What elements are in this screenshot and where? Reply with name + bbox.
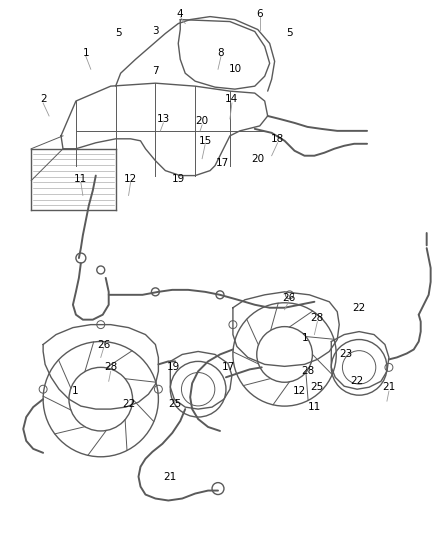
Text: 11: 11 bbox=[74, 174, 88, 183]
Text: 25: 25 bbox=[311, 382, 324, 392]
Text: 21: 21 bbox=[164, 472, 177, 482]
Text: 7: 7 bbox=[152, 66, 159, 76]
Text: 12: 12 bbox=[293, 386, 306, 396]
Text: 1: 1 bbox=[71, 386, 78, 396]
Text: 22: 22 bbox=[350, 376, 364, 386]
Text: 20: 20 bbox=[195, 116, 208, 126]
Text: 13: 13 bbox=[157, 114, 170, 124]
Text: 17: 17 bbox=[215, 158, 229, 168]
Text: 28: 28 bbox=[311, 313, 324, 322]
Text: 1: 1 bbox=[302, 333, 309, 343]
Text: 1: 1 bbox=[82, 49, 89, 58]
Text: 15: 15 bbox=[198, 136, 212, 146]
Text: 8: 8 bbox=[218, 49, 224, 58]
Text: 28: 28 bbox=[301, 366, 314, 376]
Text: 19: 19 bbox=[172, 174, 185, 183]
Text: 11: 11 bbox=[308, 402, 321, 412]
Text: 26: 26 bbox=[282, 293, 295, 303]
Text: 17: 17 bbox=[221, 362, 235, 373]
Text: 14: 14 bbox=[225, 94, 239, 104]
Text: 20: 20 bbox=[251, 154, 264, 164]
Text: 10: 10 bbox=[228, 64, 241, 74]
Text: 28: 28 bbox=[104, 362, 117, 373]
Text: 22: 22 bbox=[122, 399, 135, 409]
Text: 5: 5 bbox=[286, 28, 293, 38]
Text: 23: 23 bbox=[339, 350, 353, 359]
Text: 5: 5 bbox=[115, 28, 122, 38]
Text: 21: 21 bbox=[382, 382, 396, 392]
Text: 6: 6 bbox=[256, 9, 263, 19]
Text: 25: 25 bbox=[169, 399, 182, 409]
Text: 19: 19 bbox=[167, 362, 180, 373]
Text: 12: 12 bbox=[124, 174, 137, 183]
Text: 22: 22 bbox=[353, 303, 366, 313]
Text: 3: 3 bbox=[152, 27, 159, 36]
Text: 26: 26 bbox=[97, 340, 110, 350]
Text: 4: 4 bbox=[177, 9, 184, 19]
Text: 18: 18 bbox=[271, 134, 284, 144]
Text: 2: 2 bbox=[40, 94, 46, 104]
